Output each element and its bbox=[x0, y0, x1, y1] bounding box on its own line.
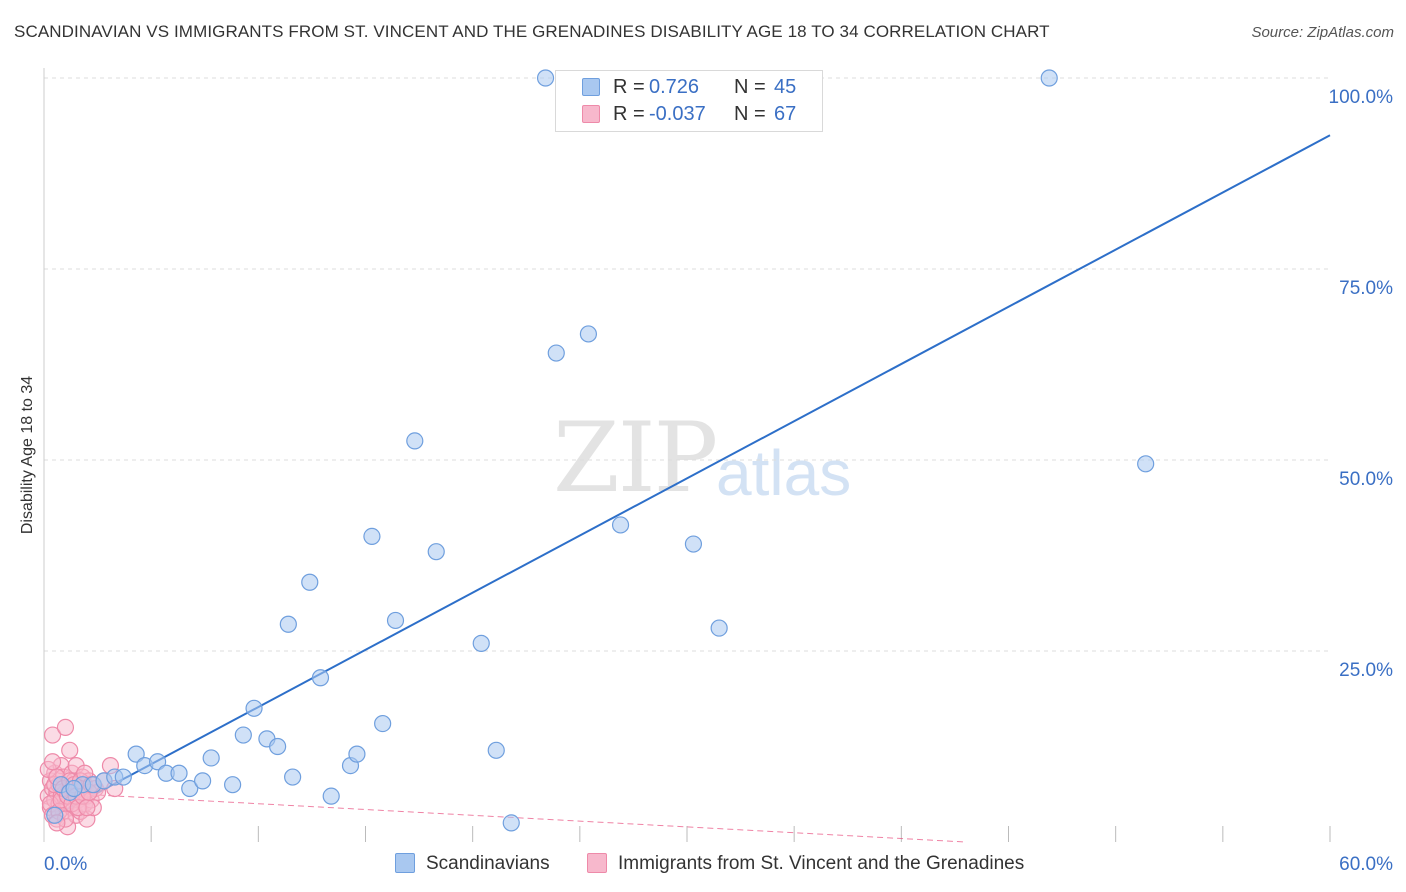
point-scandinavians bbox=[374, 714, 392, 733]
point-scandinavians bbox=[269, 737, 287, 756]
point-scandinavians bbox=[611, 516, 630, 534]
legend-swatch-blue bbox=[582, 78, 600, 96]
y-tick-label: 100.0% bbox=[1329, 87, 1394, 108]
point-scandinavians bbox=[234, 726, 252, 744]
point-scandinavians bbox=[502, 814, 520, 832]
legend-n-label: N = bbox=[734, 76, 766, 98]
point-scandinavians bbox=[311, 669, 330, 687]
point-scandinavians bbox=[348, 745, 366, 763]
point-scandinavians bbox=[202, 749, 220, 767]
point-immigrants bbox=[43, 753, 62, 771]
point-scandinavians bbox=[279, 615, 297, 633]
legend-row-immigrants: R = -0.037 N = 67 bbox=[556, 101, 822, 127]
legend-n-value: 45 bbox=[774, 76, 797, 98]
tick-labels: 25.0% 50.0% 75.0% 100.0% 0.0% 60.0% bbox=[44, 87, 1393, 875]
point-scandinavians bbox=[224, 776, 242, 794]
y-tick-label: 75.0% bbox=[1339, 278, 1393, 299]
point-scandinavians bbox=[65, 779, 83, 798]
point-scandinavians bbox=[472, 634, 490, 652]
legend-row-scandinavians: R = 0.726 N = 45 bbox=[556, 74, 822, 100]
point-immigrants bbox=[43, 726, 62, 744]
point-scandinavians bbox=[181, 779, 199, 798]
point-scandinavians bbox=[322, 787, 340, 805]
point-scandinavians bbox=[536, 69, 555, 87]
point-scandinavians bbox=[684, 535, 703, 553]
legend-n-label: N = bbox=[734, 103, 766, 125]
legend-r-label: R = bbox=[613, 103, 645, 125]
y-tick-label: 25.0% bbox=[1339, 660, 1393, 681]
legend-r-label: R = bbox=[613, 76, 645, 98]
watermark-atlas: atlas bbox=[716, 437, 852, 509]
bottom-legend-swatch-blue bbox=[395, 853, 415, 873]
point-scandinavians bbox=[301, 573, 319, 591]
data-points bbox=[39, 69, 1155, 836]
y-tick-label: 50.0% bbox=[1339, 469, 1393, 490]
point-scandinavians bbox=[194, 772, 212, 790]
point-scandinavians bbox=[386, 611, 405, 630]
x-tick-label: 60.0% bbox=[1339, 854, 1393, 875]
grid-lines bbox=[43, 68, 1330, 842]
bottom-legend-label: Immigrants from St. Vincent and the Gren… bbox=[618, 853, 1025, 874]
point-scandinavians bbox=[547, 344, 565, 362]
trendline-immigrants bbox=[48, 791, 966, 843]
x-axis-ticks bbox=[150, 826, 1331, 842]
legend-r-value: -0.037 bbox=[649, 103, 706, 125]
correlation-legend: R = 0.726 N = 45 R = -0.037 N = 67 bbox=[555, 70, 823, 132]
point-scandinavians bbox=[710, 619, 728, 637]
point-scandinavians bbox=[487, 741, 505, 759]
point-scandinavians bbox=[579, 325, 598, 343]
point-scandinavians bbox=[127, 745, 145, 763]
legend-n-value: 67 bbox=[774, 103, 797, 125]
source-label: Source: ZipAtlas.com bbox=[1251, 24, 1394, 41]
bottom-legend-immigrants: Immigrants from St. Vincent and the Gren… bbox=[587, 852, 1067, 878]
point-scandinavians bbox=[148, 753, 167, 771]
point-scandinavians bbox=[284, 768, 302, 786]
point-immigrants bbox=[61, 741, 79, 759]
legend-r-value: 0.726 bbox=[649, 76, 700, 98]
point-scandinavians bbox=[1137, 455, 1155, 473]
point-scandinavians bbox=[363, 527, 381, 546]
point-scandinavians bbox=[406, 432, 424, 450]
point-immigrants bbox=[56, 718, 75, 737]
point-scandinavians bbox=[245, 699, 263, 717]
point-scandinavians bbox=[427, 543, 445, 561]
bottom-legend-scandinavians: Scandinavians bbox=[395, 852, 585, 878]
point-immigrants bbox=[78, 799, 96, 817]
point-scandinavians bbox=[114, 768, 132, 786]
point-scandinavians bbox=[170, 764, 188, 782]
trendline-scandinavians bbox=[47, 134, 1331, 820]
point-scandinavians bbox=[1040, 69, 1058, 87]
legend-swatch-pink bbox=[582, 105, 600, 123]
x-tick-label: 0.0% bbox=[44, 854, 87, 875]
bottom-legend-label: Scandinavians bbox=[426, 853, 550, 874]
bottom-legend-swatch-pink bbox=[587, 853, 607, 873]
watermark-zip: ZIP bbox=[553, 402, 718, 514]
chart-title: SCANDINAVIAN VS IMMIGRANTS FROM ST. VINC… bbox=[14, 22, 1050, 41]
point-scandinavians bbox=[46, 806, 64, 824]
